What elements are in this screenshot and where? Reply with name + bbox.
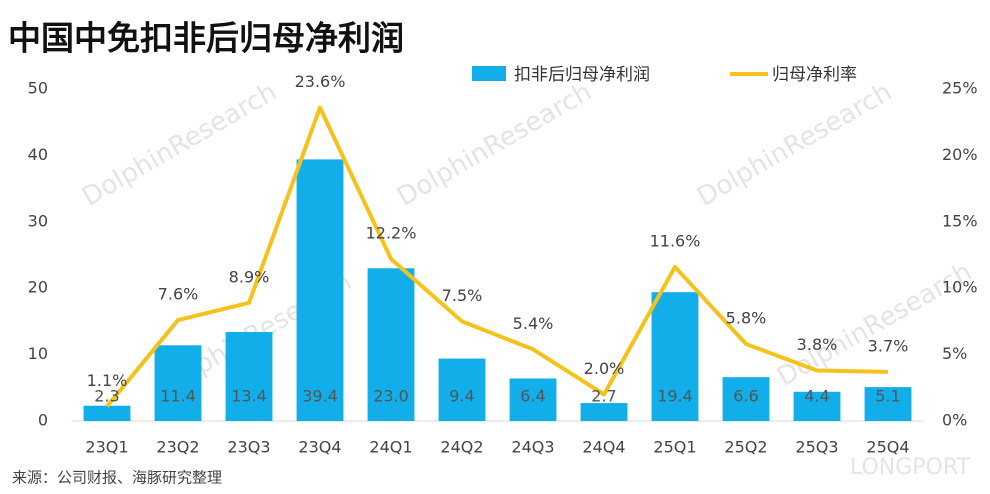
bar-value-label: 23.0 (373, 387, 409, 406)
y2-tick-label: 10% (942, 278, 978, 297)
bar-value-label: 6.4 (520, 387, 545, 406)
bar-value-label: 19.4 (657, 387, 693, 406)
bar (509, 378, 557, 421)
line-value-label: 5.8% (726, 308, 767, 327)
bar-value-label: 6.6 (733, 387, 758, 406)
line-value-label: 7.6% (158, 285, 199, 304)
legend-label: 扣非后归母净利润 (514, 65, 650, 85)
y-tick-label: 40 (28, 145, 48, 164)
bar (154, 345, 202, 421)
x-tick-label: 23Q3 (227, 438, 270, 457)
x-tick-label: 25Q3 (795, 438, 838, 457)
x-tick-label: 23Q2 (156, 438, 199, 457)
line-value-label: 11.6% (650, 231, 701, 250)
line-value-label: 3.7% (868, 336, 909, 355)
x-tick-label: 24Q3 (511, 438, 554, 457)
bar-value-label: 13.4 (231, 387, 267, 406)
source: 来源：公司财报、海豚研究整理 (12, 469, 222, 487)
line-value-label: 7.5% (442, 286, 483, 305)
line-value-label: 1.1% (87, 371, 128, 390)
line-value-label: 3.8% (797, 335, 838, 354)
bar-value-label: 2.7 (591, 387, 616, 406)
bar (225, 332, 273, 421)
y2-tick-label: 15% (942, 211, 978, 230)
bar (438, 358, 486, 421)
x-tick-label: 24Q2 (440, 438, 483, 457)
chart-title: 中国中免扣非后归母净利润 (8, 19, 404, 58)
y-tick-label: 0 (38, 411, 48, 430)
x-tick-label: 23Q4 (298, 438, 341, 457)
legend-label: 归母净利率 (772, 65, 857, 85)
x-tick-label: 25Q1 (653, 438, 696, 457)
bar (722, 377, 770, 421)
bar (580, 403, 628, 421)
bar (864, 387, 912, 421)
bar (296, 159, 344, 421)
y-tick-label: 20 (28, 278, 48, 297)
line (105, 105, 889, 408)
bar (651, 292, 699, 421)
bar-value-label: 4.4 (804, 387, 829, 406)
line-value-label: 8.9% (229, 267, 270, 286)
y2-tick-label: 25% (942, 79, 978, 98)
y2-tick-label: 5% (942, 344, 967, 363)
y-tick-label: 30 (28, 211, 48, 230)
x-tick-label: 24Q1 (369, 438, 412, 457)
line-value-label: 2.0% (584, 359, 625, 378)
line-value-label: 12.2% (366, 223, 417, 242)
bar-value-label: 9.4 (449, 387, 474, 406)
y2-tick-label: 20% (942, 145, 978, 164)
legend-swatch (472, 66, 506, 81)
x-tick-label: 25Q4 (866, 438, 909, 457)
bar-value-label: 5.1 (875, 387, 900, 406)
bar (367, 268, 415, 421)
watermark: LONGPORT (850, 455, 971, 480)
x-tick-label: 25Q2 (724, 438, 767, 457)
bar (83, 405, 131, 421)
y-tick-label: 50 (28, 79, 48, 98)
bar (793, 391, 841, 421)
x-tick-label: 23Q1 (85, 438, 128, 457)
bar-value-label: 2.3 (94, 387, 119, 406)
bar-value-label: 39.4 (302, 387, 338, 406)
y-tick-label: 10 (28, 344, 48, 363)
line-value-label: 5.4% (513, 314, 554, 333)
line-value-label: 23.6% (295, 72, 346, 91)
bar-value-label: 11.4 (160, 387, 196, 406)
x-tick-label: 24Q4 (582, 438, 625, 457)
y2-tick-label: 0% (942, 411, 967, 430)
